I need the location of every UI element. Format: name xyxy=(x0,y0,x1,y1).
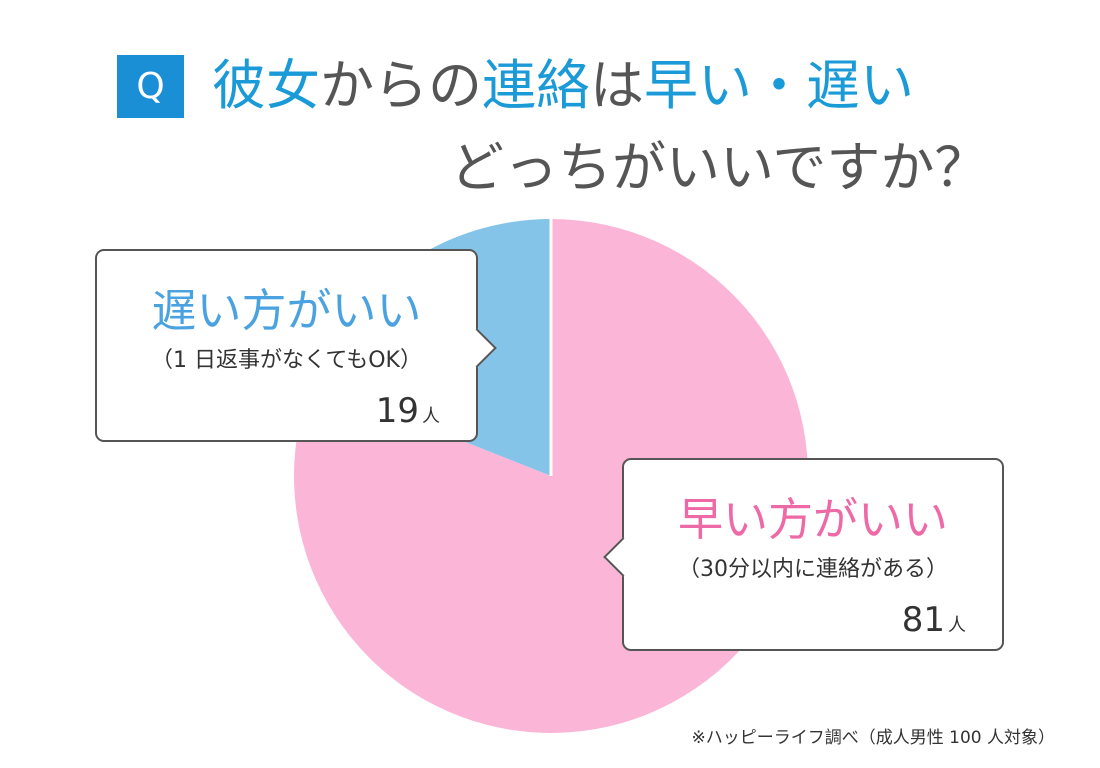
slice-count-fast: 81 人 xyxy=(902,600,966,646)
question-title-line2: どっちがいいですか？ xyxy=(450,136,989,199)
slice-unit-late: 人 xyxy=(422,406,440,427)
title-part-kanojo: 彼女 xyxy=(212,54,320,117)
slice-count-late: 19 人 xyxy=(376,391,440,437)
slice-label-fast: 早い方がいい xyxy=(677,493,948,546)
title-part-karano: からの xyxy=(320,54,482,117)
title-part-hayai-osoi: 早い・遅い xyxy=(644,54,914,117)
callout-late: 遅い方がいい （1 日返事がなくてもOK） 19 人 xyxy=(95,249,497,442)
slice-value-late: 19 xyxy=(375,391,419,431)
slice-label-late: 遅い方がいい xyxy=(151,284,422,337)
survey-footnote: ※ハッピーライフ調べ（成人男性 100 人対象） xyxy=(691,728,1056,748)
slice-note-late: （1 日返事がなくてもOK） xyxy=(151,348,422,373)
slice-value-fast: 81 xyxy=(901,600,945,640)
title-part-renraku: 連絡 xyxy=(482,54,590,117)
slice-unit-fast: 人 xyxy=(948,615,966,636)
slice-note-fast: （30分以内に連絡がある） xyxy=(678,557,948,582)
callout-fast: 早い方がいい （30分以内に連絡がある） 81 人 xyxy=(603,458,1004,651)
title-part-wa: は xyxy=(590,54,644,117)
question-badge: Q xyxy=(117,55,184,118)
question-title-line1: 彼女からの連絡は早い・遅い xyxy=(212,50,914,122)
